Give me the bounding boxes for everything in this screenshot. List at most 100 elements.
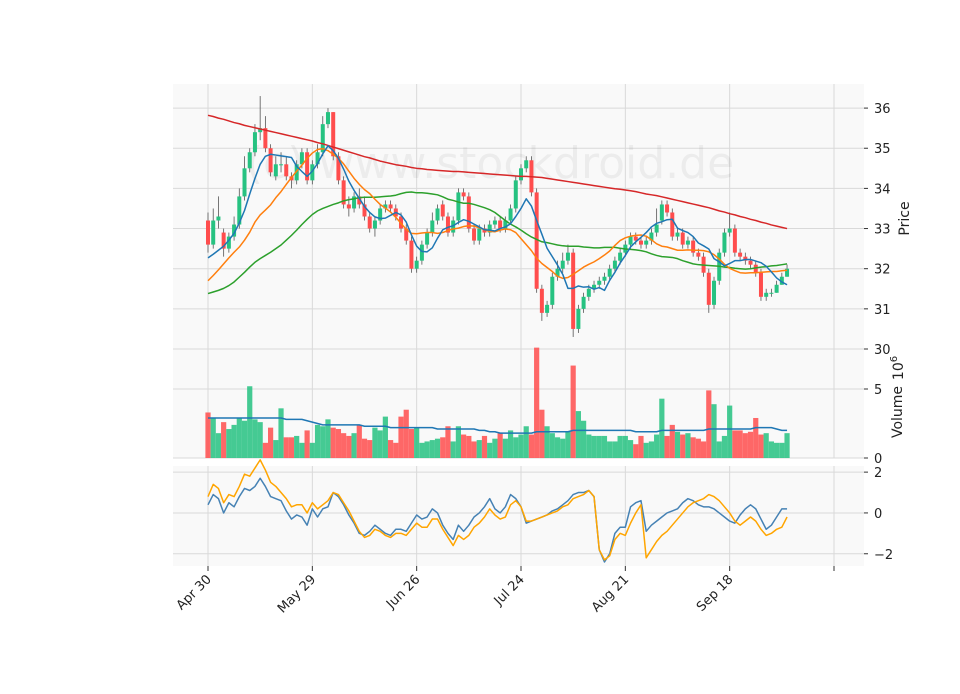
candle-body <box>482 228 487 233</box>
volume-bar <box>367 440 373 458</box>
volume-bar <box>779 442 785 458</box>
volume-bar <box>210 417 216 458</box>
volume-bar <box>361 438 368 458</box>
candle-body <box>644 240 649 245</box>
volume-bar <box>247 386 253 458</box>
candle-body <box>764 292 769 297</box>
candle-body <box>211 220 216 245</box>
volume-bar <box>403 409 409 458</box>
candle-body <box>461 192 466 197</box>
candle-body <box>748 260 753 265</box>
candle-body <box>576 308 581 329</box>
candle-body <box>524 160 529 169</box>
volume-bar <box>382 416 388 458</box>
volume-bar <box>283 437 289 458</box>
candle-body <box>560 260 565 269</box>
volume-bar <box>700 441 707 458</box>
volume-bar <box>335 429 342 458</box>
volume-bar <box>262 442 268 458</box>
candle-body <box>383 204 388 209</box>
volume-bar <box>737 430 743 458</box>
volume-bar <box>481 435 488 458</box>
volume-bar <box>461 434 467 458</box>
volume-bar <box>768 441 774 458</box>
volume-bar <box>758 434 764 458</box>
volume-bar <box>497 433 503 458</box>
candle-body <box>425 232 430 245</box>
volume-bar <box>706 390 712 458</box>
volume-bar <box>487 442 493 458</box>
macd-axis-tick-label: 0 <box>874 507 882 522</box>
candle-body <box>419 244 424 261</box>
candle-body <box>519 168 523 181</box>
x-axis-tick-label: Aug 21 <box>589 572 632 615</box>
candle-body <box>712 280 717 305</box>
ma-short-line <box>207 145 788 292</box>
volume-bar <box>445 426 451 458</box>
candle-body <box>294 164 299 181</box>
volume-bar <box>231 424 237 458</box>
volume-bar <box>268 427 274 458</box>
candle-body <box>388 204 393 209</box>
volume-bar <box>320 426 326 458</box>
candle-body <box>545 304 550 313</box>
volume-bar <box>742 433 748 458</box>
candle-body <box>696 252 701 257</box>
candle-body <box>722 232 727 253</box>
volume-bar <box>440 437 446 458</box>
volume-bar <box>513 437 519 458</box>
volume-bar <box>711 404 717 458</box>
candle-body <box>341 180 346 205</box>
volume-bar <box>429 440 435 458</box>
x-axis-tick-label: May 29 <box>275 572 319 616</box>
candle-body <box>445 216 450 233</box>
candle-body <box>654 224 659 233</box>
candle-body <box>414 260 419 269</box>
candle-body <box>498 220 503 229</box>
candle-body <box>785 268 790 277</box>
volume-bar <box>643 442 649 458</box>
volume-bar <box>476 440 482 458</box>
candle-body <box>732 228 737 253</box>
candle-body <box>612 260 617 269</box>
candle-body <box>409 240 414 269</box>
ma-200-line <box>207 114 788 230</box>
volume-bar <box>534 347 540 458</box>
volume-bar <box>314 424 321 458</box>
volume-bar <box>502 438 508 458</box>
price-axis-label: Price <box>897 201 913 235</box>
volume-bar <box>450 441 456 458</box>
candle-body <box>774 284 779 293</box>
candle-body <box>513 180 518 209</box>
volume-bar <box>241 420 248 458</box>
x-axis-tick-label: Jul 24 <box>491 572 528 609</box>
volume-bar <box>596 435 602 458</box>
candle-body <box>607 268 612 277</box>
volume-bar <box>518 434 524 458</box>
candle-body <box>581 296 586 309</box>
candle-body <box>232 224 237 237</box>
volume-bar <box>346 435 352 458</box>
candle-body <box>252 132 257 153</box>
candle-body <box>451 220 456 233</box>
price-axis-tick-label: 36 <box>874 102 891 117</box>
volume-ma-line <box>208 417 788 434</box>
candle-body <box>534 192 539 289</box>
volume-bar <box>727 405 733 458</box>
signal-line <box>207 459 788 561</box>
volume-bar <box>601 435 608 458</box>
candle-body <box>268 148 273 173</box>
volume-bar <box>325 419 331 458</box>
candle-body <box>305 152 310 181</box>
candle-body <box>738 252 743 257</box>
x-axis-tick-label: Sep 18 <box>694 572 737 615</box>
volume-bar <box>507 430 514 458</box>
volume-bar <box>622 435 628 458</box>
volume-bar <box>539 409 545 458</box>
volume-bar <box>309 442 315 458</box>
volume-bar <box>721 435 728 458</box>
volume-bar <box>544 426 550 458</box>
candle-body <box>258 128 263 133</box>
volume-bar <box>586 434 592 458</box>
candle-body <box>310 164 315 181</box>
